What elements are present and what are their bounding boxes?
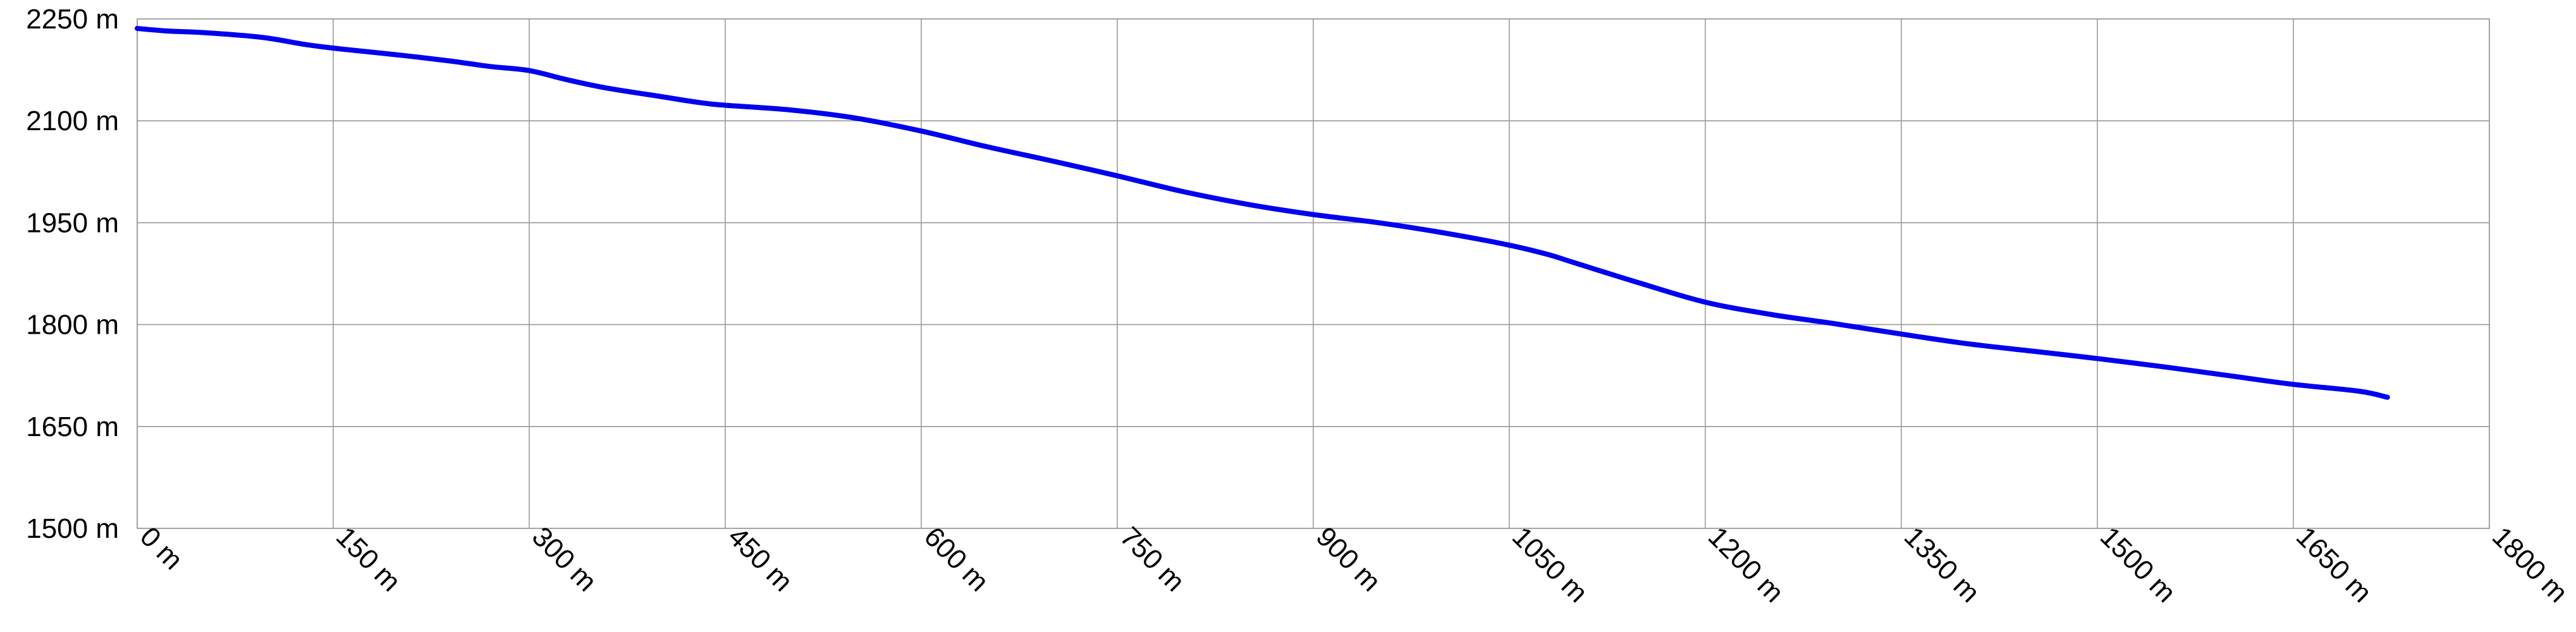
x-axis-tick-labels: 0 m 150 m 300 m 450 m 600 m 750 m 900 m 1050 m 1… xyxy=(134,521,2573,608)
y-tick-label: 2250 m xyxy=(26,4,119,35)
grid xyxy=(137,18,2490,529)
y-tick-label: 1800 m xyxy=(26,310,119,341)
x-tick-label: 1200 m xyxy=(1702,521,1789,608)
y-axis-tick-labels: 1500 m 1650 m 1800 m 1950 m 2100 m 2250 m xyxy=(26,4,119,544)
y-tick-label: 1650 m xyxy=(26,411,119,442)
x-tick-label: 600 m xyxy=(918,521,995,597)
x-tick-label: 450 m xyxy=(722,521,799,597)
x-tick-label: 1650 m xyxy=(2290,521,2377,608)
y-tick-label: 1950 m xyxy=(26,207,119,238)
plot-area-frame xyxy=(137,18,2490,529)
line-layer xyxy=(135,26,2390,400)
x-tick-label: 1350 m xyxy=(1898,521,1985,608)
x-tick-label: 1500 m xyxy=(2094,521,2181,608)
y-tick-label: 1500 m xyxy=(26,513,119,544)
x-tick-label: 150 m xyxy=(330,521,407,597)
x-tick-label: 750 m xyxy=(1114,521,1191,597)
y-tick-label: 2100 m xyxy=(26,106,119,137)
x-tick-label: 900 m xyxy=(1310,521,1387,597)
elevation-profile-line xyxy=(135,26,2390,400)
x-tick-label: 0 m xyxy=(134,521,189,576)
x-tick-label: 1800 m xyxy=(2486,521,2573,608)
x-tick-label: 300 m xyxy=(526,521,603,597)
x-tick-label: 1050 m xyxy=(1506,521,1593,608)
